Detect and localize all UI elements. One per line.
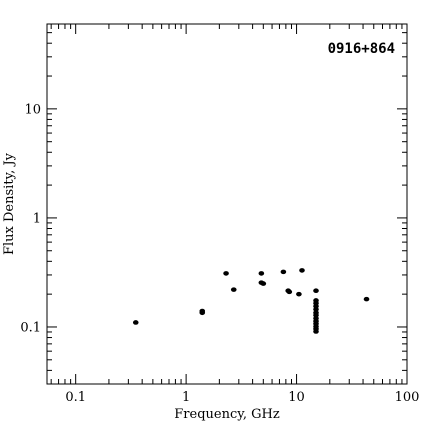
data-point bbox=[260, 281, 267, 286]
x-tick-label: 100 bbox=[395, 390, 420, 405]
y-tick-label: 1 bbox=[33, 211, 41, 226]
axis-ticks bbox=[47, 23, 408, 385]
data-point bbox=[199, 310, 206, 316]
x-tick-label: 10 bbox=[288, 390, 305, 405]
x-axis-label: Frequency, GHz bbox=[174, 407, 280, 422]
data-point bbox=[313, 329, 319, 334]
data-point bbox=[223, 271, 229, 276]
data-point bbox=[230, 287, 237, 292]
chart-title: 0916+864 bbox=[328, 41, 395, 57]
data-point bbox=[296, 291, 302, 297]
data-point bbox=[313, 307, 319, 312]
y-axis-label: Flux Density, Jy bbox=[2, 152, 17, 255]
data-point bbox=[313, 303, 319, 309]
data-point bbox=[286, 289, 293, 295]
x-tick-label: 1 bbox=[182, 390, 190, 405]
x-tick-label: 0.1 bbox=[65, 390, 86, 405]
data-points bbox=[132, 268, 370, 334]
y-tick-label: 10 bbox=[24, 102, 41, 117]
data-point bbox=[132, 320, 139, 325]
data-point bbox=[299, 268, 305, 273]
y-tick-label: 0.1 bbox=[20, 320, 41, 335]
tick-labels: 0.1 1 10 100 0.1 1 10 bbox=[20, 102, 419, 405]
data-point bbox=[363, 296, 370, 302]
plot-frame bbox=[46, 23, 408, 385]
data-point bbox=[258, 271, 265, 276]
data-point bbox=[313, 288, 319, 294]
data-point bbox=[280, 269, 287, 275]
